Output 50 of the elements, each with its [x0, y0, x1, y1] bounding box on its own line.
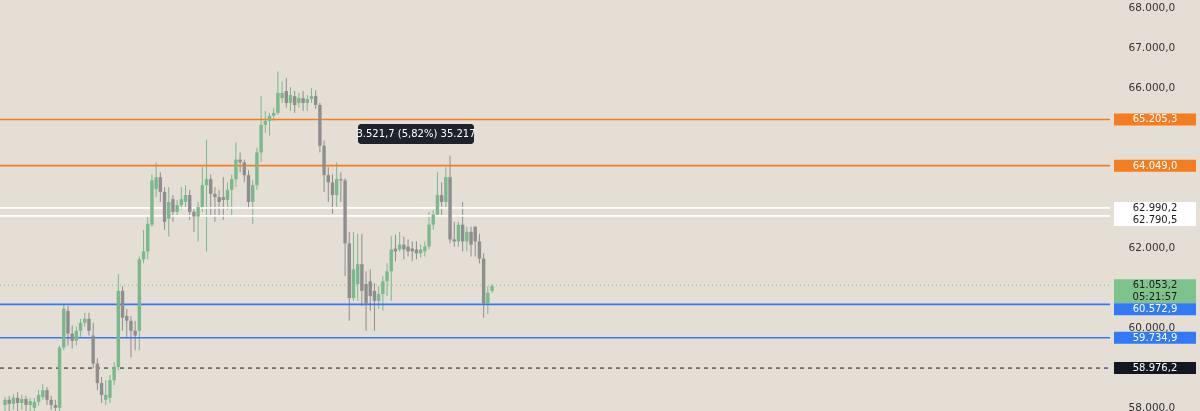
candlestick [427, 211, 431, 250]
candlestick [87, 312, 91, 337]
candlestick [209, 173, 213, 218]
ref-line-label: 60.572,9 [1132, 303, 1178, 315]
candlestick [234, 141, 238, 188]
candlestick [376, 285, 381, 310]
y-tick-label: 62.000,0 [1128, 240, 1176, 253]
candlestick [469, 226, 473, 258]
candlestick [158, 171, 163, 203]
candlestick [192, 206, 196, 233]
candlestick [171, 194, 175, 223]
candlestick [66, 305, 70, 347]
ref-line-label: 58.976,2 [1132, 362, 1178, 374]
candlestick [213, 186, 217, 223]
candlestick [221, 176, 226, 221]
candlestick [204, 139, 209, 252]
y-tick-label: 58.000,0 [1128, 400, 1176, 411]
candlestick [368, 268, 372, 312]
ref-line-label: 65.205,3 [1132, 113, 1178, 125]
candlestick [465, 226, 469, 252]
candlestick [301, 90, 305, 112]
candlestick [477, 233, 482, 264]
candlestick [276, 70, 280, 116]
candlestick [439, 181, 444, 218]
candlestick [242, 159, 247, 183]
candlestick [406, 238, 410, 258]
candlestick [402, 236, 406, 260]
ref-line-label: 62.990,2 [1132, 201, 1178, 213]
candlestick [297, 92, 301, 109]
y-tick-label: 66.000,0 [1128, 81, 1176, 94]
candlestick [175, 199, 179, 218]
candlestick [179, 186, 184, 211]
candlestick [486, 285, 490, 315]
y-tick-label: 67.000,0 [1128, 41, 1176, 54]
candlestick [196, 201, 200, 242]
candlestick [129, 315, 133, 359]
ref-line-label: 61.053,2 05:21:57 [1132, 279, 1178, 303]
candlestick [292, 90, 297, 114]
candlestick [217, 189, 221, 218]
y-tick-label: 60.000,0 [1128, 320, 1176, 333]
ref-line-label: 59.734,9 [1132, 331, 1178, 343]
candlestick [435, 171, 440, 218]
ref-line-label: 64.049,0 [1132, 159, 1178, 171]
candlestick [24, 395, 28, 411]
candlestick [330, 173, 335, 215]
y-tick-label: 68.000,0 [1128, 1, 1176, 14]
ref-line-label: 62.790,5 [1132, 213, 1178, 225]
candlestick [3, 396, 7, 411]
candlestick [183, 184, 188, 208]
candlestick [104, 379, 108, 406]
